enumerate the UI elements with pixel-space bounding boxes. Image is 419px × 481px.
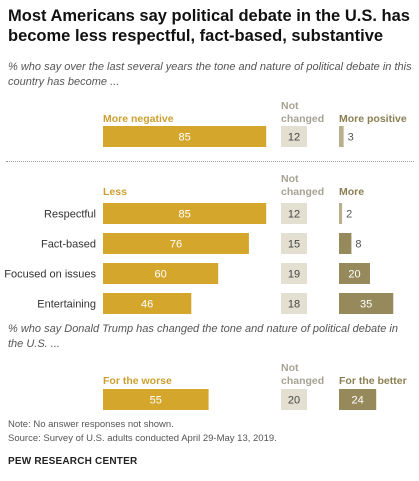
divider [6, 161, 414, 162]
bar-label-negative: 85 [178, 132, 190, 144]
col-head-not-changed-1b: changed [281, 113, 325, 125]
category-label: Fact-based [41, 239, 96, 251]
bar-positive [339, 293, 394, 314]
bar-label-unchanged: 12 [288, 209, 300, 221]
category-label: Focused on issues [4, 269, 96, 281]
subtitle-3: % who say Donald Trump has changed the t… [8, 323, 398, 350]
col-head-for-the-worse: For the worse [103, 375, 172, 387]
bar-label-negative: 60 [154, 269, 166, 281]
bar-label-positive: 24 [351, 395, 363, 407]
org-name: PEW RESEARCH CENTER [8, 456, 138, 467]
col-head-more: More [339, 186, 365, 198]
bar-label-unchanged: 12 [288, 132, 300, 144]
bar-label-negative: 85 [178, 209, 190, 221]
bar-unchanged [281, 389, 307, 410]
bar-label-positive: 2 [346, 209, 352, 221]
bar-label-unchanged: 19 [288, 269, 300, 281]
col-head-less: Less [103, 186, 127, 198]
bar-negative [103, 203, 267, 224]
bar-negative [103, 263, 219, 284]
bar-label-unchanged: 20 [288, 395, 300, 407]
bar-label-unchanged: 15 [288, 239, 300, 251]
bar-label-negative: 55 [150, 395, 162, 407]
bar-positive [339, 389, 377, 410]
bar-positive [339, 203, 343, 224]
bar-unchanged [281, 233, 307, 254]
bar-negative [103, 293, 192, 314]
col-head-more-positive: More positive [339, 113, 407, 125]
bar-label-negative: 46 [141, 299, 153, 311]
bar-unchanged [281, 126, 307, 147]
col-head-not-changed-2b: changed [281, 186, 325, 198]
bar-label-positive: 3 [348, 132, 354, 144]
chart-title: Most Americans say political debate in t… [8, 7, 410, 45]
bar-negative [103, 389, 209, 410]
bar-positive [339, 233, 352, 254]
category-label: Entertaining [37, 299, 96, 311]
category-label: Respectful [44, 209, 96, 221]
bar-unchanged [281, 203, 307, 224]
note: Note: No answer responses not shown. [8, 419, 174, 430]
bar-unchanged [281, 263, 307, 284]
bar-label-positive: 20 [348, 269, 360, 281]
col-head-not-changed-1a: Not [281, 100, 299, 112]
bar-unchanged [281, 293, 307, 314]
bar-negative [103, 126, 267, 147]
bar-label-positive: 8 [355, 239, 361, 251]
bar-label-positive: 35 [360, 299, 372, 311]
col-head-more-negative: More negative [103, 113, 174, 125]
source: Source: Survey of U.S. adults conducted … [8, 433, 277, 444]
bar-label-unchanged: 18 [288, 299, 300, 311]
subtitle-1: % who say over the last several years th… [8, 61, 412, 88]
bar-positive [339, 263, 370, 284]
col-head-for-the-better: For the better [339, 375, 407, 387]
bar-negative [103, 233, 249, 254]
bar-label-negative: 76 [170, 239, 182, 251]
col-head-not-changed-2a: Not [281, 173, 299, 185]
col-head-not-changed-3b: changed [281, 375, 325, 387]
col-head-not-changed-3a: Not [281, 362, 299, 374]
bar-positive [339, 126, 344, 147]
